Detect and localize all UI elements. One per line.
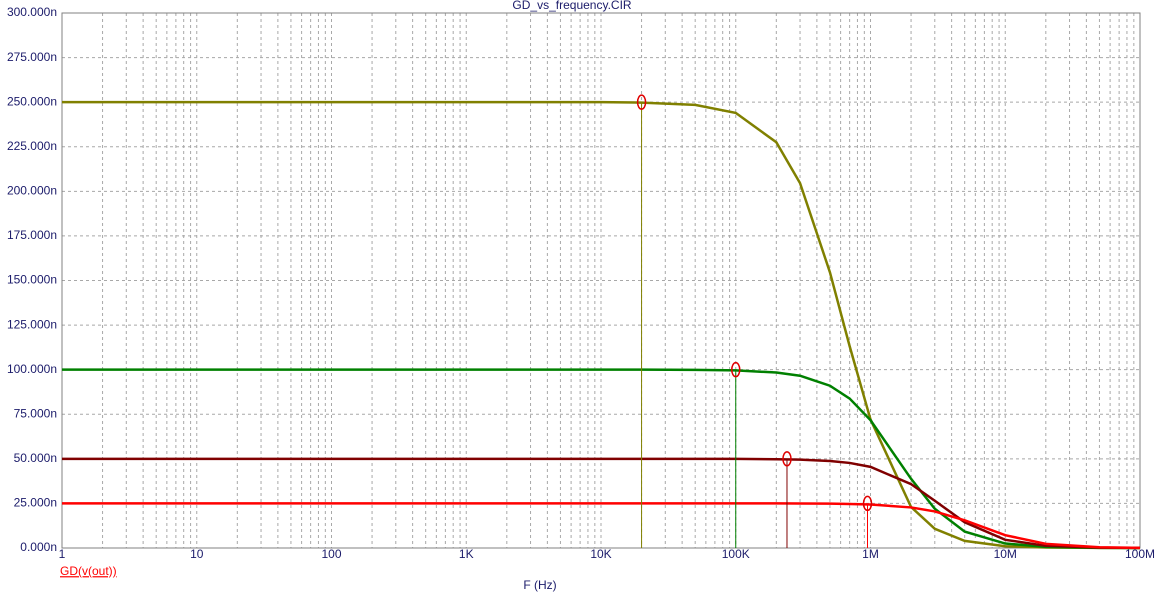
plot-frame [61, 12, 1141, 549]
y-tick-label: 0.000n [20, 540, 57, 554]
x-tick-label: 10 [190, 547, 204, 561]
x-tick-label: 10M [994, 547, 1017, 561]
series-line [62, 457, 1141, 550]
y-tick-label: 150.000n [7, 273, 57, 287]
y-tick-label: 275.000n [7, 50, 57, 64]
x-tick-label: 100 [321, 547, 341, 561]
x-tick-label: 100M [1125, 547, 1155, 561]
y-tick-label: 200.000n [7, 184, 57, 198]
y-tick-label: 175.000n [7, 228, 57, 242]
cursor-marker [731, 361, 741, 378]
x-tick-label: 10K [590, 547, 611, 561]
y-tick-label: 50.000n [14, 451, 57, 465]
series-line [62, 100, 1141, 550]
x-tick-label: 1K [459, 547, 474, 561]
y-tick-label: 125.000n [7, 317, 57, 331]
y-tick-label: 300.000n [7, 5, 57, 19]
legend-label[interactable]: GD(v(out)) [60, 564, 117, 578]
x-tick-label: 1 [59, 547, 66, 561]
cursor-marker [636, 94, 647, 110]
y-tick-label: 100.000n [7, 362, 57, 376]
y-tick-label: 250.000n [7, 94, 57, 108]
y-tick-label: 25.000n [14, 496, 57, 510]
cursor-marker [782, 451, 792, 467]
x-tick-label: 1M [862, 547, 879, 561]
cursor-marker [862, 495, 873, 512]
y-tick-label: 225.000n [7, 139, 57, 153]
series-line [62, 502, 1141, 550]
chart-title: GD_vs_frequency.CIR [512, 0, 631, 12]
x-tick-label: 100K [722, 547, 750, 561]
series-line [62, 368, 1141, 550]
y-tick-label: 75.000n [14, 406, 57, 420]
x-axis-label: F (Hz) [523, 578, 556, 592]
